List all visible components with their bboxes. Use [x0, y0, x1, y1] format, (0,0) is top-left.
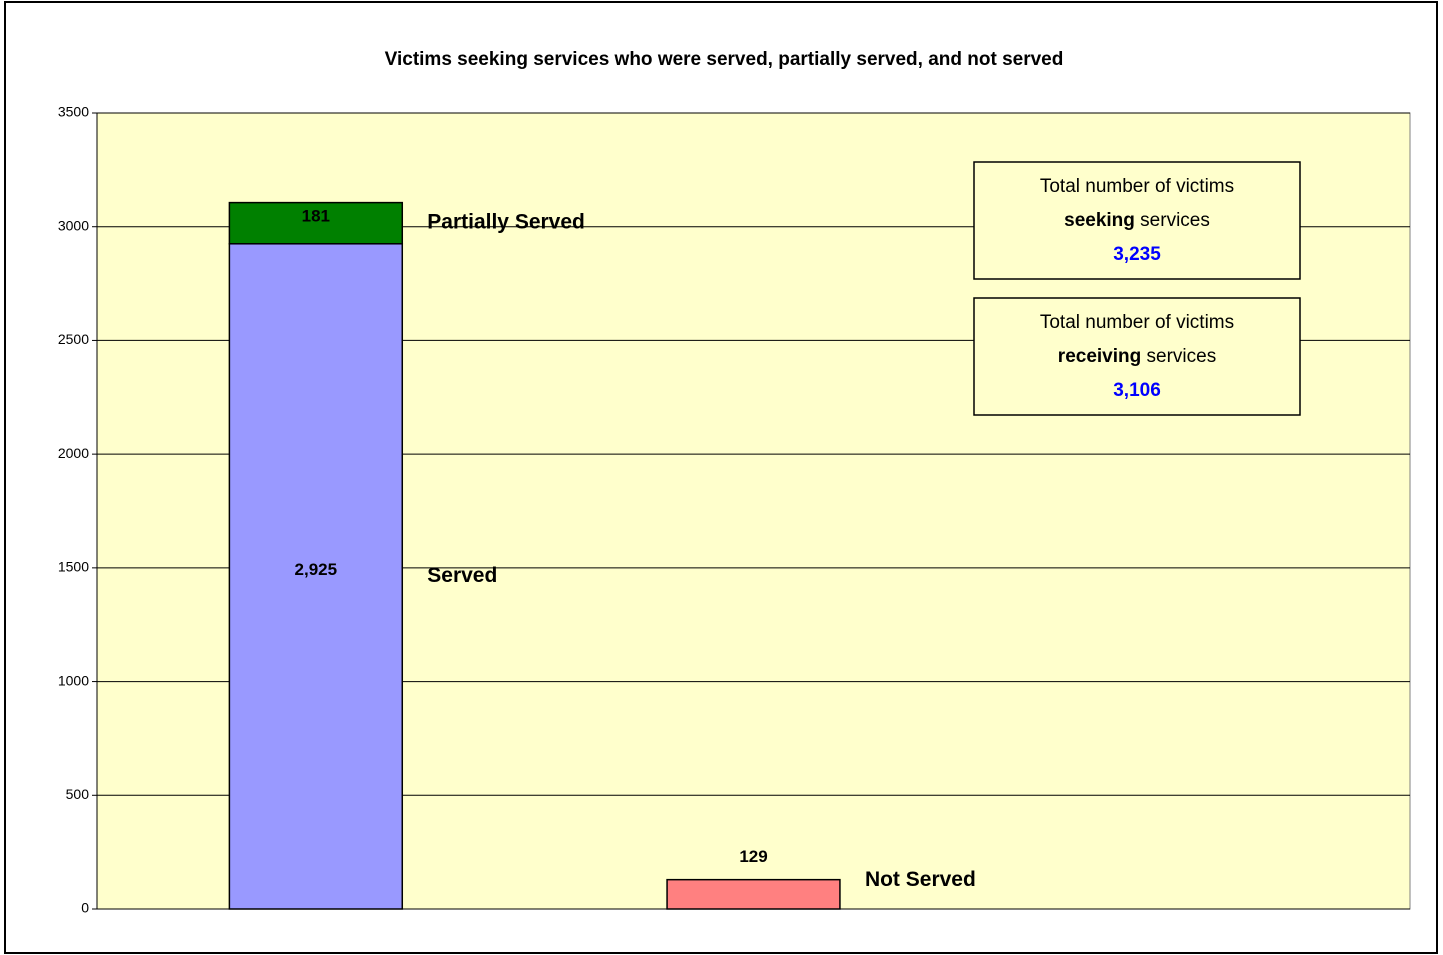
- y-tick-label: 1500: [58, 559, 89, 575]
- y-tick-label: 0: [81, 900, 89, 916]
- data-label: 2,925: [295, 560, 338, 579]
- bar-segment: [666, 878, 841, 910]
- annotation-value: 3,235: [1113, 244, 1161, 265]
- y-tick-label: 3500: [58, 104, 89, 120]
- chart-title: Victims seeking services who were served…: [385, 49, 1064, 70]
- annotation-value: 3,106: [1113, 380, 1161, 401]
- annotation-text: seeking services: [1064, 210, 1210, 231]
- series-label: Served: [427, 564, 497, 587]
- y-tick-label: 3000: [58, 217, 89, 233]
- series-label: Not Served: [865, 868, 976, 891]
- annotation-rest: services: [1140, 210, 1210, 231]
- bar-segment: [228, 201, 404, 245]
- annotation-bold: receiving: [1058, 346, 1141, 367]
- y-tick-label: 500: [66, 786, 90, 802]
- data-label: 181: [302, 207, 330, 226]
- annotation-text: Total number of victims: [1040, 176, 1234, 197]
- annotation-rest: services: [1147, 346, 1217, 367]
- data-label: 129: [739, 847, 767, 866]
- y-tick-label: 1000: [58, 672, 89, 688]
- y-tick-label: 2500: [58, 331, 89, 347]
- annotation-text: Total number of victims: [1040, 312, 1234, 333]
- y-tick-label: 2000: [58, 445, 89, 461]
- annotation-text: receiving services: [1058, 346, 1216, 367]
- annotation-bold: seeking: [1064, 210, 1135, 231]
- series-label: Partially Served: [427, 211, 585, 234]
- annotation-box: [973, 297, 1301, 416]
- annotation-box: [973, 161, 1301, 280]
